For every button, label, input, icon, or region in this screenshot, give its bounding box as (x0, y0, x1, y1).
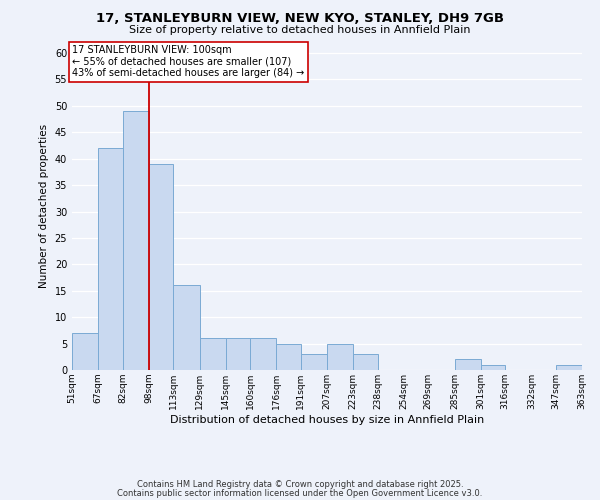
Bar (556, 364, 582, 370)
Bar (72, 333, 98, 370)
Bar (122, 111, 149, 370)
Text: Contains HM Land Registry data © Crown copyright and database right 2025.: Contains HM Land Registry data © Crown c… (137, 480, 463, 489)
Bar (327, 344, 353, 370)
Bar (277, 344, 301, 370)
Bar (481, 364, 505, 370)
Bar (149, 164, 173, 370)
Bar (353, 354, 377, 370)
Bar (173, 286, 199, 370)
Bar (199, 338, 226, 370)
X-axis label: Distribution of detached houses by size in Annfield Plain: Distribution of detached houses by size … (170, 414, 484, 424)
Text: Contains public sector information licensed under the Open Government Licence v3: Contains public sector information licen… (118, 489, 482, 498)
Text: 17, STANLEYBURN VIEW, NEW KYO, STANLEY, DH9 7GB: 17, STANLEYBURN VIEW, NEW KYO, STANLEY, … (96, 12, 504, 26)
Text: 17 STANLEYBURN VIEW: 100sqm
← 55% of detached houses are smaller (107)
43% of se: 17 STANLEYBURN VIEW: 100sqm ← 55% of det… (72, 45, 304, 78)
Bar (455, 360, 481, 370)
Text: Size of property relative to detached houses in Annfield Plain: Size of property relative to detached ho… (129, 25, 471, 35)
Y-axis label: Number of detached properties: Number of detached properties (39, 124, 49, 288)
Bar (226, 338, 250, 370)
Bar (98, 148, 122, 370)
Bar (250, 338, 277, 370)
Bar (301, 354, 327, 370)
